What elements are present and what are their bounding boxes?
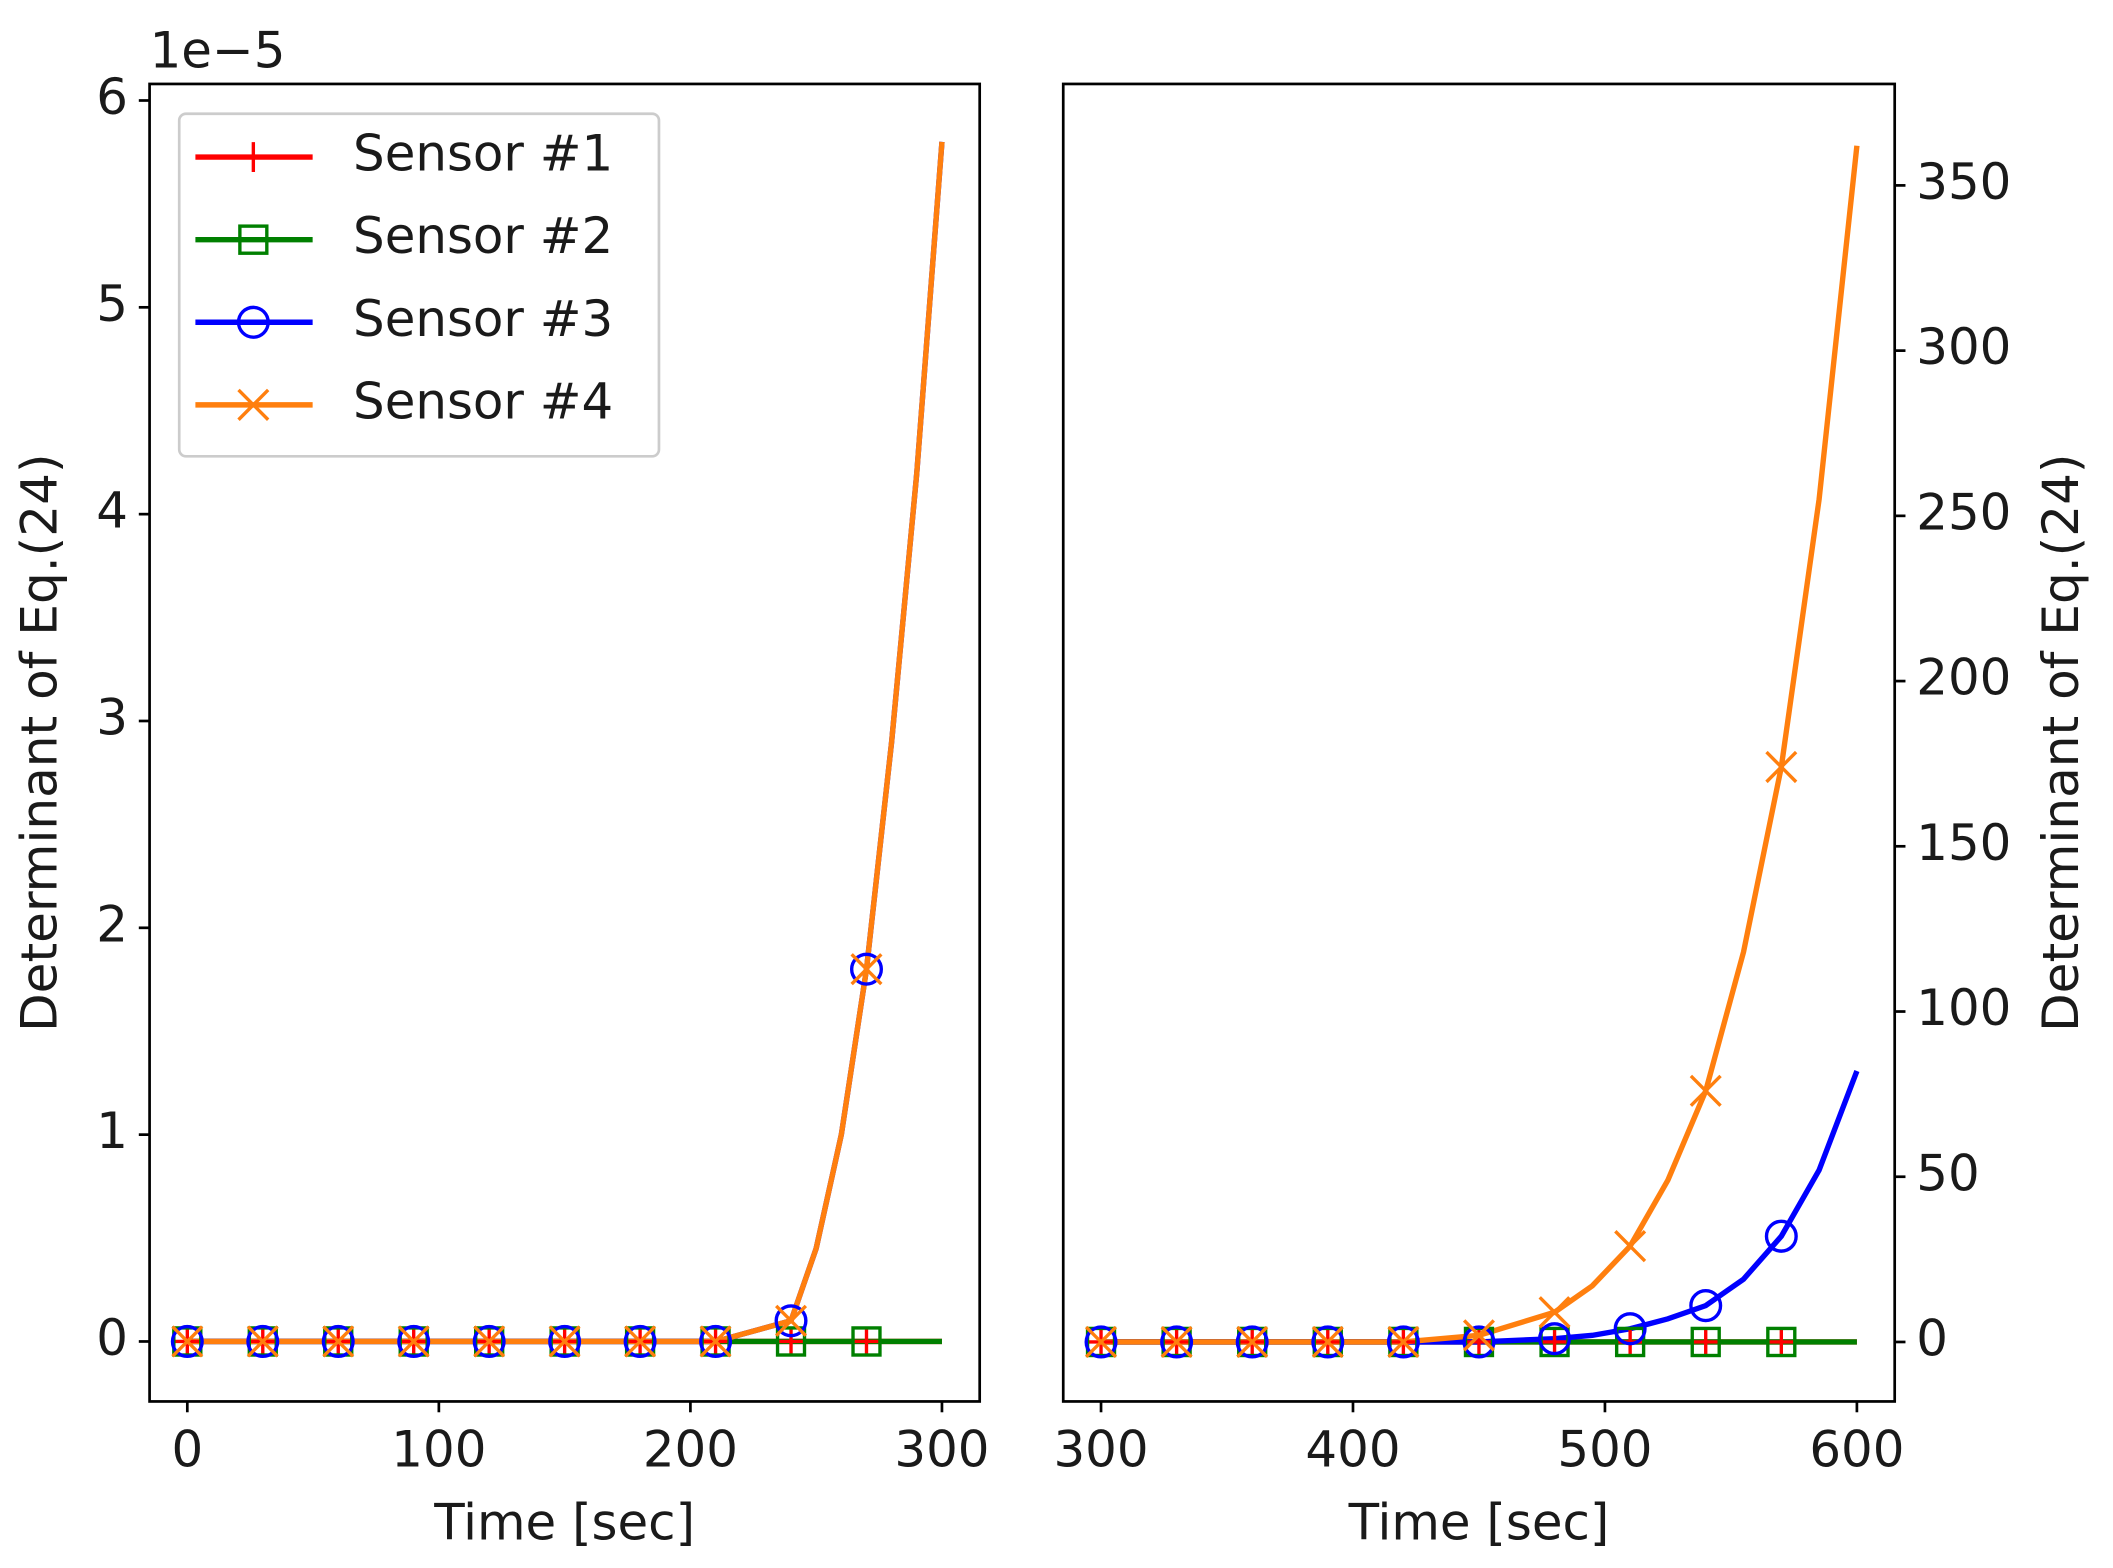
legend-marker xyxy=(237,388,270,421)
legend-marker xyxy=(236,305,270,339)
x-tick-label: 0 xyxy=(171,1420,203,1478)
data-point xyxy=(1160,1325,1193,1359)
x-tick-label: 100 xyxy=(391,1420,486,1478)
data-point xyxy=(1464,1327,1494,1357)
data-point xyxy=(699,1325,732,1358)
legend-label: Sensor #4 xyxy=(353,372,613,430)
y-tick-label: 3 xyxy=(96,688,128,746)
y-tick-label: 200 xyxy=(1916,648,2011,706)
data-point xyxy=(1614,1326,1646,1358)
axes-frame xyxy=(148,82,982,1403)
data-point xyxy=(1690,1327,1721,1357)
x-tick-label: 400 xyxy=(1305,1420,1400,1478)
y-tick-label: 250 xyxy=(1916,483,2011,541)
data-point xyxy=(1235,1325,1269,1359)
y-tick-label: 100 xyxy=(1916,979,2011,1037)
y-tick-label: 50 xyxy=(1916,1144,1979,1202)
y-tick-label: 5 xyxy=(96,275,128,333)
data-point xyxy=(1766,1326,1797,1358)
axes-frame xyxy=(1061,82,1897,1403)
legend-label: Sensor #1 xyxy=(353,124,613,182)
data-point xyxy=(1236,1325,1269,1359)
y-tick-label: 6 xyxy=(96,68,128,126)
data-point xyxy=(851,1326,882,1357)
legend-label: Sensor #3 xyxy=(353,290,613,348)
y-tick-label: 4 xyxy=(96,482,128,540)
data-point xyxy=(624,1325,657,1358)
x-tick-label: 300 xyxy=(894,1420,989,1478)
y-tick-label: 300 xyxy=(1916,318,2011,376)
data-point xyxy=(1084,1325,1118,1359)
data-point xyxy=(851,1326,882,1357)
data-point xyxy=(1538,1322,1572,1356)
x-axis-label: Time [sec] xyxy=(433,1493,695,1551)
x-tick-label: 500 xyxy=(1557,1420,1652,1478)
data-point xyxy=(548,1324,582,1359)
data-point xyxy=(1613,1312,1647,1346)
y-tick-label: 2 xyxy=(96,895,128,953)
data-point xyxy=(775,1326,807,1357)
data-point xyxy=(1689,1074,1722,1107)
data-point xyxy=(170,1324,204,1359)
data-point xyxy=(1462,1325,1496,1359)
y-axis-label: Determinant of Eq.(24) xyxy=(2032,454,2090,1032)
data-point xyxy=(472,1324,506,1359)
y-tick-label: 350 xyxy=(1916,153,2011,211)
data-point xyxy=(699,1324,733,1359)
data-point xyxy=(1764,1219,1798,1253)
data-point xyxy=(171,1325,204,1358)
series-line xyxy=(1101,1070,1860,1345)
data-point xyxy=(1614,1230,1647,1263)
data-point xyxy=(397,1325,430,1358)
y-tick-label: 0 xyxy=(96,1309,128,1367)
data-point xyxy=(1690,1326,1721,1358)
data-point xyxy=(774,1304,808,1338)
offset-text: 1e−5 xyxy=(150,22,286,80)
y-tick-label: 0 xyxy=(1916,1309,1948,1367)
data-point xyxy=(322,1325,355,1358)
x-tick-label: 200 xyxy=(643,1420,738,1478)
series-line xyxy=(1101,145,1860,1345)
y-axis-label: Determinant of Eq.(24) xyxy=(11,454,69,1032)
legend-label: Sensor #2 xyxy=(353,207,613,265)
data-point xyxy=(1462,1319,1495,1352)
data-point xyxy=(849,952,883,986)
x-axis-label: Time [sec] xyxy=(1348,1493,1610,1551)
data-point xyxy=(1689,1289,1723,1323)
data-point xyxy=(1311,1325,1345,1359)
data-point xyxy=(1765,750,1798,784)
data-point xyxy=(1538,1296,1571,1329)
data-point xyxy=(623,1324,657,1359)
legend-marker xyxy=(238,224,269,255)
x-tick-label: 300 xyxy=(1053,1420,1148,1478)
data-point xyxy=(548,1325,581,1358)
y-tick-label: 1 xyxy=(96,1102,128,1160)
data-point xyxy=(246,1325,279,1358)
data-point xyxy=(1085,1325,1118,1359)
data-point xyxy=(473,1325,506,1358)
legend-frame xyxy=(177,112,661,458)
data-point xyxy=(850,953,883,986)
data-point xyxy=(1386,1325,1420,1359)
data-point xyxy=(776,1326,806,1357)
legend-marker xyxy=(238,142,269,172)
data-point xyxy=(1311,1325,1344,1359)
data-point xyxy=(246,1324,280,1359)
plot-area xyxy=(1101,145,1860,1345)
y-tick-label: 150 xyxy=(1916,814,2011,872)
data-point xyxy=(1160,1325,1194,1359)
x-tick-label: 600 xyxy=(1809,1420,1904,1478)
data-point xyxy=(775,1304,808,1337)
data-point xyxy=(397,1324,431,1359)
data-point xyxy=(1766,1327,1797,1357)
data-point xyxy=(1387,1325,1420,1359)
data-point xyxy=(321,1324,355,1359)
